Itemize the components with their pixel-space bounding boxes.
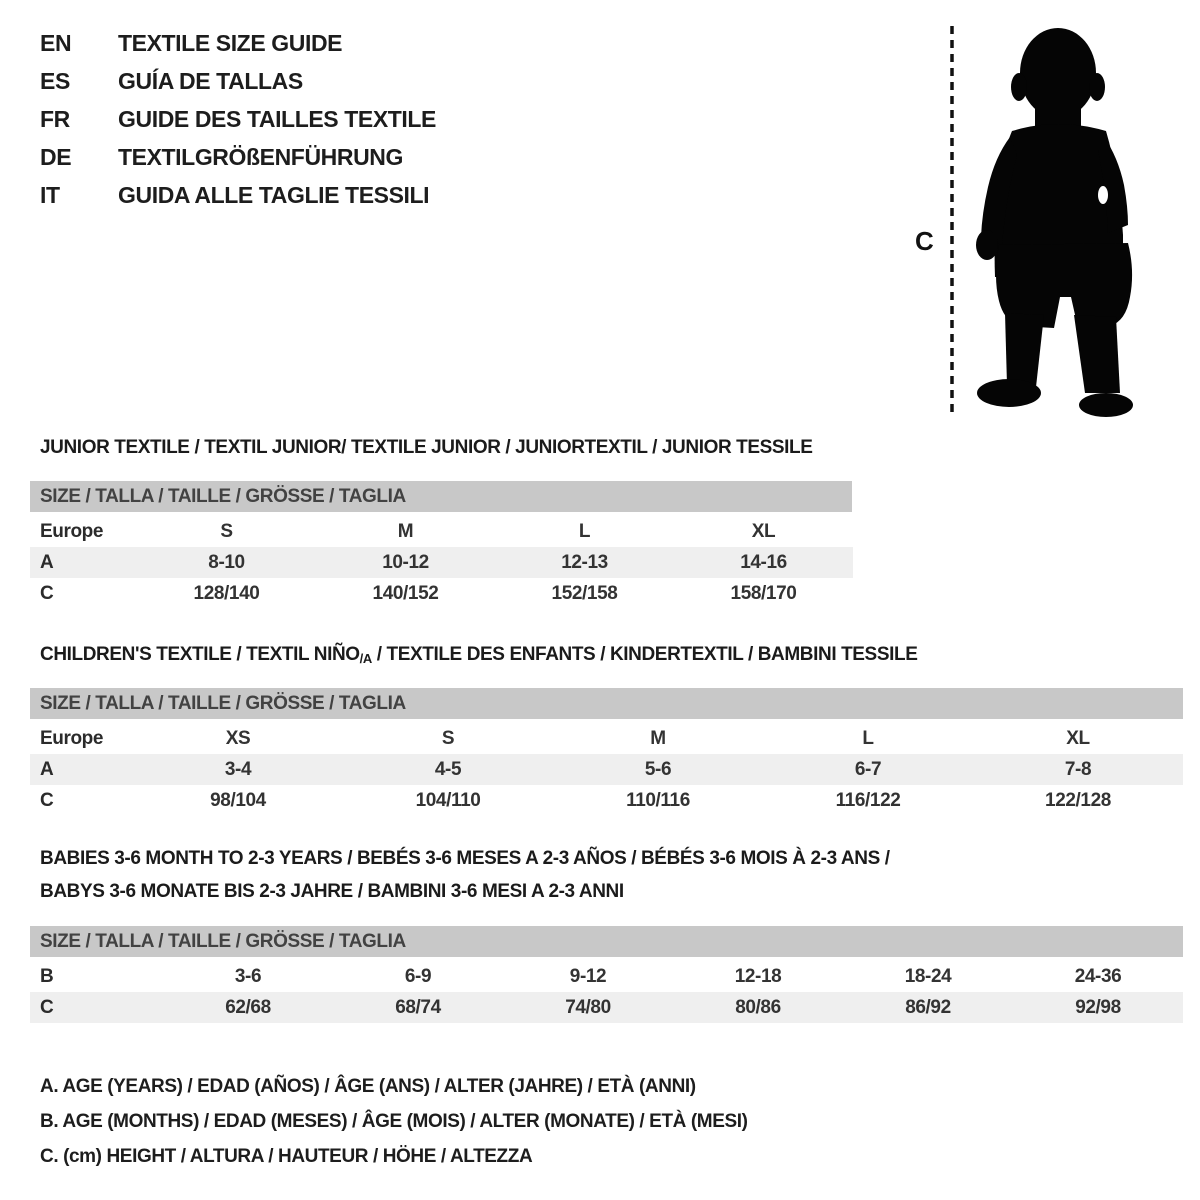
- table-row: B 3-6 6-9 9-12 12-18 18-24 24-36: [30, 961, 1183, 992]
- language-code: DE: [40, 144, 72, 170]
- height-cell: 68/74: [333, 992, 503, 1023]
- language-label: TEXTILGRÖßENFÜHRUNG: [118, 144, 403, 170]
- height-cell: 98/104: [210, 789, 266, 811]
- age-cell: 3-6: [234, 965, 262, 987]
- language-code: IT: [40, 182, 60, 208]
- junior-size-table: Europe S M L XL A 8-10 10-12 12-13 14-16…: [30, 516, 853, 609]
- legend-line-a: A. AGE (YEARS) / EDAD (AÑOS) / ÂGE (ANS)…: [40, 1076, 696, 1097]
- height-cell: 86/92: [843, 992, 1013, 1023]
- children-size-table: Europe XS S M L XL A 3-4 4-5 5-6 6-7 7-8…: [30, 723, 1183, 816]
- language-code: ES: [40, 68, 70, 94]
- legend: A. AGE (YEARS) / EDAD (AÑOS) / ÂGE (ANS)…: [40, 1069, 748, 1174]
- section-title-children: CHILDREN'S TEXTILE / TEXTIL NIÑO/A / TEX…: [40, 644, 918, 666]
- size-header-bar: SIZE / TALLA / TAILLE / GRÖSSE / TAGLIA: [30, 688, 1183, 719]
- baby-silhouette-icon: [976, 28, 1133, 417]
- row-label: A: [30, 754, 133, 785]
- age-cell: 6-7: [763, 754, 973, 785]
- age-cell: 14-16: [674, 547, 853, 578]
- language-label: GUÍA DE TALLAS: [118, 68, 303, 94]
- height-cell: 140/152: [372, 582, 439, 604]
- row-label: Europe: [40, 520, 104, 542]
- size-cell: S: [220, 520, 233, 542]
- size-cell: XS: [225, 727, 251, 749]
- babies-size-table: B 3-6 6-9 9-12 12-18 18-24 24-36 C 62/68…: [30, 961, 1183, 1023]
- age-cell: 12-18: [734, 965, 782, 987]
- height-cell: 152/158: [551, 582, 618, 604]
- height-cell: 74/80: [503, 992, 673, 1023]
- language-label: GUIDE DES TAILLES TEXTILE: [118, 106, 436, 132]
- table-row: C 128/140 140/152 152/158 158/170: [30, 578, 853, 609]
- size-cell: S: [441, 727, 455, 749]
- height-cell: 104/110: [415, 789, 481, 811]
- size-cell: L: [862, 727, 874, 749]
- size-cell: M: [650, 727, 666, 749]
- size-cell: M: [397, 520, 414, 542]
- row-label: B: [40, 965, 54, 987]
- size-header-bar: SIZE / TALLA / TAILLE / GRÖSSE / TAGLIA: [30, 926, 1183, 957]
- age-cell: 12-13: [495, 547, 674, 578]
- language-row: DE TEXTILGRÖßENFÜHRUNG: [40, 140, 436, 178]
- table-row: C 62/68 68/74 74/80 80/86 86/92 92/98: [30, 992, 1183, 1023]
- height-cell: 122/128: [1045, 789, 1111, 811]
- age-cell: 4-5: [343, 754, 553, 785]
- age-cell: 10-12: [316, 547, 495, 578]
- height-cell: 128/140: [193, 582, 260, 604]
- legend-line-b: B. AGE (MONTHS) / EDAD (MESES) / ÂGE (MO…: [40, 1111, 748, 1132]
- size-cell: L: [578, 520, 591, 542]
- table-row: A 8-10 10-12 12-13 14-16: [30, 547, 853, 578]
- age-cell: 18-24: [904, 965, 952, 987]
- language-list: EN TEXTILE SIZE GUIDE ES GUÍA DE TALLAS FR…: [40, 26, 436, 216]
- age-cell: 24-36: [1074, 965, 1122, 987]
- age-cell: 7-8: [973, 754, 1183, 785]
- table-row: C 98/104 104/110 110/116 116/122 122/128: [30, 785, 1183, 816]
- row-label: A: [30, 547, 137, 578]
- row-label: C: [30, 992, 163, 1023]
- table-header-row: Europe S M L XL: [30, 516, 853, 547]
- language-code: FR: [40, 106, 70, 132]
- height-cell: 92/98: [1013, 992, 1183, 1023]
- title-subscript: /A: [359, 651, 373, 666]
- title-text: CHILDREN'S TEXTILE / TEXTIL NIÑO: [40, 644, 360, 665]
- height-cell: 116/122: [835, 789, 901, 811]
- age-cell: 3-4: [133, 754, 343, 785]
- row-label: C: [40, 582, 54, 604]
- section-title-babies-line2: BABYS 3-6 MONATE BIS 2-3 JAHRE / BAMBINI…: [40, 881, 624, 902]
- age-cell: 5-6: [553, 754, 763, 785]
- size-header-bar: SIZE / TALLA / TAILLE / GRÖSSE / TAGLIA: [30, 481, 852, 512]
- language-code: EN: [40, 30, 72, 56]
- height-cell: 158/170: [730, 582, 797, 604]
- title-text: / TEXTILE DES ENFANTS / KINDERTEXTIL / B…: [371, 644, 918, 665]
- size-cell: XL: [1066, 727, 1090, 749]
- height-measure-figure: C: [895, 18, 1165, 430]
- age-cell: 8-10: [137, 547, 316, 578]
- language-label: GUIDA ALLE TAGLIE TESSILI: [118, 182, 430, 208]
- table-header-row: Europe XS S M L XL: [30, 723, 1183, 754]
- legend-line-c: C. (cm) HEIGHT / ALTURA / HAUTEUR / HÖHE…: [40, 1146, 533, 1167]
- height-cell: 62/68: [163, 992, 333, 1023]
- size-cell: XL: [751, 520, 776, 542]
- language-row: EN TEXTILE SIZE GUIDE: [40, 26, 436, 64]
- measure-label-c: C: [915, 226, 934, 256]
- age-cell: 9-12: [569, 965, 607, 987]
- age-cell: 6-9: [404, 965, 432, 987]
- language-row: FR GUIDE DES TAILLES TEXTILE: [40, 102, 436, 140]
- row-label: Europe: [40, 727, 104, 749]
- table-row: A 3-4 4-5 5-6 6-7 7-8: [30, 754, 1183, 785]
- section-title-babies-line1: BABIES 3-6 MONTH TO 2-3 YEARS / BEBÉS 3-…: [40, 848, 890, 869]
- language-row: IT GUIDA ALLE TAGLIE TESSILI: [40, 178, 436, 216]
- height-cell: 80/86: [673, 992, 843, 1023]
- height-cell: 110/116: [626, 789, 690, 811]
- row-label: C: [40, 789, 54, 811]
- language-label: TEXTILE SIZE GUIDE: [118, 30, 343, 56]
- section-title-junior: JUNIOR TEXTILE / TEXTIL JUNIOR/ TEXTILE …: [40, 437, 813, 458]
- language-row: ES GUÍA DE TALLAS: [40, 64, 436, 102]
